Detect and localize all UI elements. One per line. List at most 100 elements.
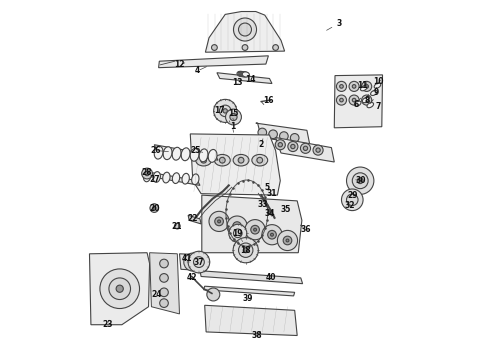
Circle shape <box>357 178 363 184</box>
Ellipse shape <box>153 172 160 182</box>
Circle shape <box>258 128 267 137</box>
Circle shape <box>152 206 156 210</box>
Polygon shape <box>200 271 303 284</box>
Circle shape <box>194 257 204 267</box>
Text: 17: 17 <box>214 107 224 115</box>
Circle shape <box>270 233 273 236</box>
Text: 8: 8 <box>365 95 370 104</box>
Circle shape <box>300 143 311 153</box>
Text: 41: 41 <box>182 254 193 263</box>
Circle shape <box>349 81 359 91</box>
Polygon shape <box>275 138 334 162</box>
Circle shape <box>150 204 159 212</box>
Circle shape <box>239 23 251 36</box>
Ellipse shape <box>370 90 377 95</box>
Circle shape <box>236 225 239 228</box>
Polygon shape <box>149 253 179 314</box>
Circle shape <box>242 45 248 50</box>
Text: 37: 37 <box>194 258 204 266</box>
Circle shape <box>291 134 299 142</box>
Circle shape <box>316 148 320 152</box>
Ellipse shape <box>233 154 249 166</box>
Circle shape <box>230 113 237 121</box>
Ellipse shape <box>190 148 199 161</box>
Text: 19: 19 <box>232 229 243 238</box>
Ellipse shape <box>196 154 212 166</box>
Ellipse shape <box>374 83 381 88</box>
Circle shape <box>288 141 298 152</box>
Text: 20: 20 <box>149 204 160 212</box>
Circle shape <box>352 173 368 189</box>
Polygon shape <box>202 195 302 253</box>
Circle shape <box>227 216 247 236</box>
Text: 25: 25 <box>190 146 200 155</box>
Circle shape <box>342 189 363 211</box>
Circle shape <box>251 225 259 234</box>
Text: 4: 4 <box>195 66 200 75</box>
Circle shape <box>362 95 372 105</box>
Text: 36: 36 <box>300 225 311 234</box>
Text: 5: 5 <box>265 184 270 192</box>
Ellipse shape <box>239 72 246 77</box>
Circle shape <box>280 132 288 140</box>
Circle shape <box>269 130 277 139</box>
Ellipse shape <box>362 98 369 103</box>
Circle shape <box>245 220 265 240</box>
Text: 22: 22 <box>188 214 198 223</box>
Circle shape <box>257 157 263 163</box>
Circle shape <box>116 285 123 292</box>
Circle shape <box>207 288 220 301</box>
Circle shape <box>340 85 343 88</box>
Polygon shape <box>217 73 272 84</box>
Circle shape <box>346 194 358 206</box>
Ellipse shape <box>367 103 373 108</box>
Circle shape <box>212 45 217 50</box>
Circle shape <box>362 81 372 91</box>
Ellipse shape <box>192 174 199 185</box>
Text: 1: 1 <box>230 122 235 131</box>
Circle shape <box>220 157 225 163</box>
Circle shape <box>337 95 346 105</box>
Circle shape <box>346 167 374 194</box>
Circle shape <box>209 211 229 231</box>
Circle shape <box>268 230 276 239</box>
Ellipse shape <box>237 71 244 76</box>
Circle shape <box>243 248 248 253</box>
Circle shape <box>254 228 257 231</box>
Circle shape <box>145 171 149 176</box>
Ellipse shape <box>241 72 248 77</box>
Text: 28: 28 <box>142 168 152 177</box>
Polygon shape <box>90 253 149 325</box>
Ellipse shape <box>215 154 230 166</box>
Text: 23: 23 <box>102 320 113 329</box>
Circle shape <box>277 230 297 251</box>
Circle shape <box>337 81 346 91</box>
Circle shape <box>233 238 258 263</box>
Circle shape <box>160 274 169 282</box>
Circle shape <box>201 157 206 163</box>
Polygon shape <box>256 123 310 145</box>
Ellipse shape <box>252 154 268 166</box>
Circle shape <box>233 229 242 238</box>
Text: 42: 42 <box>187 274 197 282</box>
Text: 15: 15 <box>228 109 239 118</box>
Circle shape <box>109 278 130 300</box>
Text: 16: 16 <box>263 96 273 105</box>
Circle shape <box>365 85 368 88</box>
Text: 18: 18 <box>241 246 251 255</box>
Polygon shape <box>205 305 297 336</box>
Ellipse shape <box>182 174 189 184</box>
Circle shape <box>303 146 308 150</box>
Circle shape <box>238 157 244 163</box>
Polygon shape <box>204 286 294 296</box>
Circle shape <box>286 239 289 242</box>
Circle shape <box>223 109 227 113</box>
Polygon shape <box>188 215 201 224</box>
Text: 13: 13 <box>233 77 243 86</box>
Circle shape <box>229 224 247 242</box>
Circle shape <box>220 105 231 117</box>
Text: 38: 38 <box>251 331 262 340</box>
Circle shape <box>100 269 140 309</box>
Ellipse shape <box>163 172 170 183</box>
Text: 9: 9 <box>374 88 379 97</box>
